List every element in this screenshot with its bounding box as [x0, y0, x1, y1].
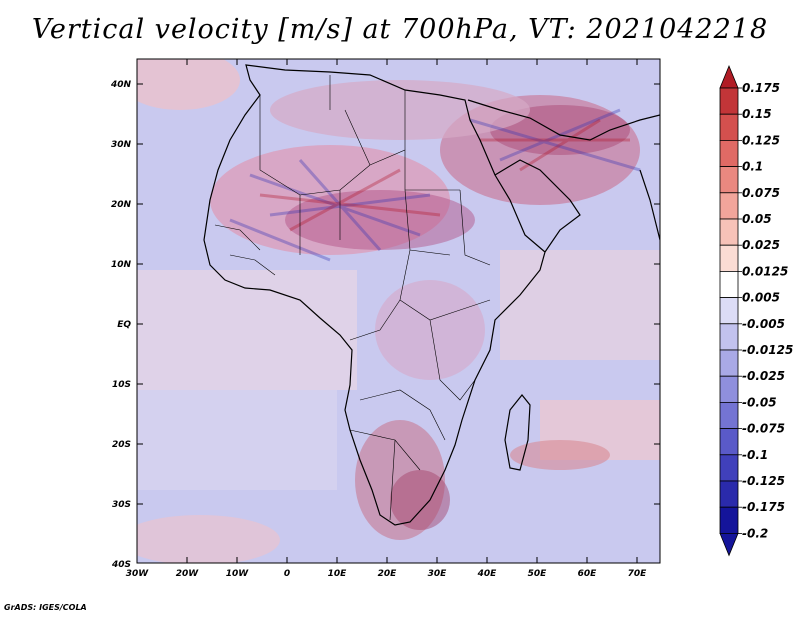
lat-label: 30N: [111, 140, 132, 150]
colorbar-segment: [719, 297, 739, 325]
lat-label: 20N: [111, 200, 132, 210]
lat-label: 40N: [110, 80, 132, 90]
colorbar-label: 0.15: [742, 107, 772, 121]
colorbar-bottom-arrow: [719, 533, 739, 557]
colorbar-segment: [719, 192, 739, 220]
colorbar-label: 0.0125: [742, 264, 788, 278]
colorbar-label: -0.0125: [742, 343, 793, 357]
colorbar-label: -0.025: [742, 369, 785, 383]
colorbar-label: -0.1: [742, 448, 768, 462]
colorbar-segment: [719, 401, 739, 429]
colorbar-segment: [719, 323, 739, 351]
colorbar-segment: [719, 480, 739, 508]
colorbar-label: -0.125: [742, 474, 785, 488]
colorbar-segment: [719, 244, 739, 272]
colorbar-label: 0.05: [742, 212, 772, 226]
colorbar-label: -0.175: [742, 500, 785, 514]
lon-label: 20E: [378, 569, 398, 579]
lon-label: 70E: [628, 569, 648, 579]
country-borders: [214, 75, 491, 521]
colorbar-top-arrow: [719, 64, 739, 89]
colorbar-segment: [719, 428, 739, 456]
colorbar-segment: [719, 139, 739, 167]
colorbar-segment: [719, 506, 739, 534]
colorbar-segment: [719, 454, 739, 482]
colorbar-segment: [719, 113, 739, 141]
lat-label: 10S: [112, 380, 131, 390]
lat-label: EQ: [117, 320, 131, 330]
lon-label: 0: [284, 569, 290, 579]
colorbar-label: -0.05: [742, 395, 777, 409]
colorbar-segment: [719, 270, 739, 298]
colorbar-label: 0.125: [742, 133, 780, 147]
lon-label: 60E: [578, 569, 598, 579]
colorbar-segment: [719, 375, 739, 403]
colorbar-label: 0.1: [742, 160, 763, 174]
colorbar-label: -0.075: [742, 422, 785, 436]
lon-label: 30W: [126, 569, 150, 579]
colorbar-segment: [719, 218, 739, 246]
colorbar-segment: [719, 349, 739, 377]
lat-label: 20S: [112, 440, 131, 450]
colorbar-segment: [719, 87, 739, 115]
lat-label: 40S: [111, 560, 131, 570]
chart-title: Vertical velocity [m/s] at 700hPa, VT: 2…: [31, 14, 769, 45]
colorbar-label: 0.025: [742, 238, 780, 252]
coastlines: [203, 64, 660, 526]
colorbar-label: 0.075: [742, 186, 780, 200]
map-frame: [136, 58, 661, 564]
lon-label: 50E: [528, 569, 548, 579]
lon-label: 30E: [428, 569, 448, 579]
colorbar-label: 0.005: [742, 291, 780, 305]
lon-label: 40E: [477, 569, 498, 579]
latitude-labels: 40N 30N 20N 10N EQ 10S 20S 30S 40S: [110, 80, 132, 570]
lat-label: 10N: [111, 260, 132, 270]
velocity-field: [137, 59, 660, 563]
colorbar-segment: [719, 166, 739, 194]
lon-label: 10W: [226, 569, 250, 579]
lat-label: 30S: [112, 500, 131, 510]
longitude-labels: 30W 20W 10W 0 10E 20E 30E 40E 50E 60E 70…: [126, 569, 647, 579]
colorbar-label: 0.175: [742, 81, 780, 95]
credit-text: GrADS: IGES/COLA: [4, 603, 87, 612]
colorbar-label: -0.005: [742, 317, 785, 331]
colorbar: 0.175 0.15 0.125 0.1 0.075 0.05 0.025 0.0125 0.0…: [719, 64, 793, 557]
colorbar-label: -0.2: [742, 526, 768, 540]
axis-ticks: [136, 59, 660, 563]
lon-label: 10E: [328, 569, 348, 579]
lon-label: 20W: [176, 569, 200, 579]
